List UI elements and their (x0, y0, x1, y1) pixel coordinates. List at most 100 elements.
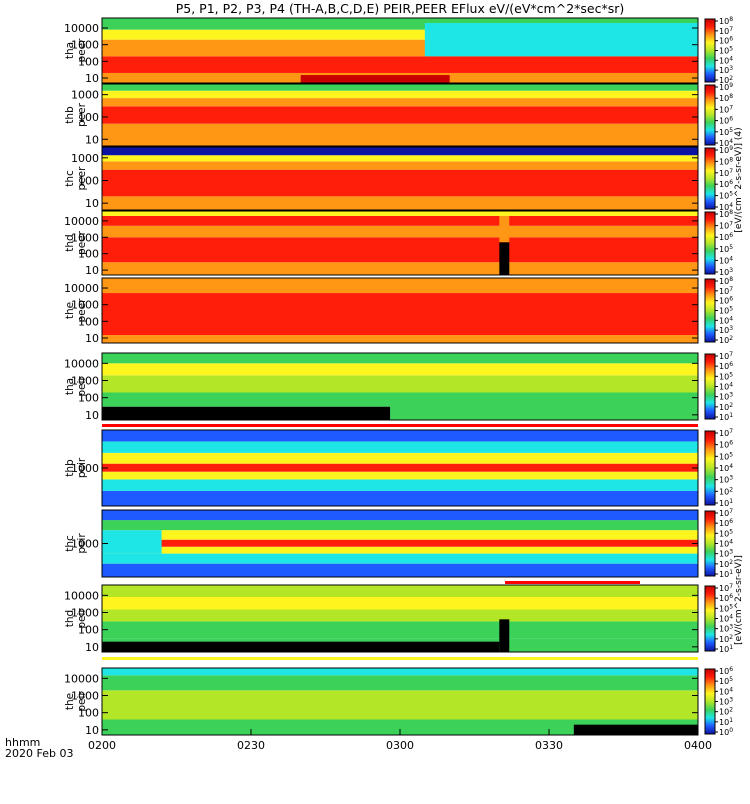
colorbar-tick-base: 10 (719, 476, 729, 485)
panel-frame (101, 146, 699, 211)
colorbar-tick-base: 10 (719, 403, 729, 412)
colorbar-tick-base: 10 (719, 635, 729, 644)
colorbar-tick-base: 10 (719, 708, 729, 717)
colorbar-tick-base: 10 (719, 287, 729, 296)
spectrogram-band (102, 215, 698, 226)
colorbar-tick-exponent: 8 (729, 276, 733, 283)
colorbar-tick-label: 102 (719, 335, 733, 345)
colorbar (704, 668, 716, 735)
colorbar-tick-exponent: 5 (729, 306, 733, 313)
colorbar-tick-label: 108 (719, 93, 733, 103)
panel-frame (101, 17, 699, 84)
spectrogram-band (102, 262, 698, 275)
colorbar-tick-exponent: 4 (729, 202, 733, 209)
y-tick-label: 100 (78, 392, 99, 405)
colorbar-tick-exponent: 4 (729, 138, 733, 145)
panel-ylabel-probe: the (64, 302, 76, 319)
colorbar-tick-label: 109 (719, 145, 733, 155)
spectrogram-band (102, 123, 698, 146)
colorbar-tick-exponent: 6 (729, 361, 733, 368)
colorbar-tick-base: 10 (719, 256, 729, 265)
colorbar-tick-label: 104 (719, 138, 733, 148)
spectrogram-feature (499, 619, 510, 652)
colorbar-tick-base: 10 (719, 47, 729, 56)
colorbar-tick-exponent: 4 (729, 539, 733, 546)
spectrogram-band (102, 106, 698, 124)
colorbar-tick-base: 10 (719, 316, 729, 325)
panel-ylabel-species: peir (76, 608, 88, 629)
panel-ylabel-probe: thb (64, 459, 76, 477)
colorbar-tick-base: 10 (719, 17, 729, 26)
panel-ylabel-species: peer (76, 166, 88, 191)
panel-frame (101, 352, 699, 421)
colorbar-tick-exponent: 4 (729, 315, 733, 322)
y-tick-label: 10000 (64, 357, 99, 370)
spectrogram-band (102, 363, 698, 376)
colorbar-tick-base: 10 (719, 667, 729, 676)
colorbar-tick-base: 10 (719, 452, 729, 461)
spectrogram-feature (300, 75, 450, 83)
colorbar-tick-base: 10 (719, 245, 729, 254)
panel-ylabel-species: peir (76, 533, 88, 554)
spectrogram-band (102, 98, 698, 107)
colorbar-tick-label: 102 (719, 559, 733, 569)
colorbar-tick-exponent: 8 (729, 93, 733, 100)
colorbar-tick-label: 104 (719, 614, 733, 624)
colorbar (704, 353, 716, 420)
colorbar-tick-base: 10 (719, 210, 729, 219)
chart-title: P5, P1, P2, P3, P4 (TH-A,B,C,D,E) PEIR,P… (176, 1, 625, 16)
colorbar-tick-exponent: 2 (729, 75, 733, 82)
colorbar-tick-base: 10 (719, 203, 729, 212)
spectrogram-band (102, 510, 698, 521)
y-tick-label: 10 (85, 72, 99, 85)
spectrogram-band (102, 621, 698, 639)
spectrogram-feature (390, 404, 698, 420)
colorbar-tick-base: 10 (719, 117, 729, 126)
colorbar-tick-exponent: 9 (729, 82, 733, 89)
colorbar-tick-base: 10 (719, 94, 729, 103)
spectrogram-band (102, 293, 698, 336)
spectrogram-band (102, 596, 698, 610)
colorbar-tick-exponent: 1 (729, 569, 733, 576)
colorbar-tick-exponent: 6 (729, 116, 733, 123)
colorbar-tick-label: 107 (719, 351, 733, 361)
spectrogram-band (102, 463, 698, 472)
y-tick-label: 1000 (71, 152, 99, 165)
colorbar-tick-label: 108 (719, 276, 733, 286)
spectrogram-band (102, 29, 698, 40)
colorbar-tick-exponent: 4 (729, 382, 733, 389)
colorbar-tick-label: 101 (719, 717, 733, 727)
panel-ylabel-probe: thb (64, 106, 76, 124)
spectrogram-band (102, 530, 698, 540)
colorbar-tick-base: 10 (719, 728, 729, 737)
colorbar-tick-base: 10 (719, 487, 729, 496)
colorbar-tick-exponent: 5 (729, 244, 733, 251)
spectrogram-feature (499, 242, 510, 275)
y-tick-label: 10000 (64, 22, 99, 35)
colorbar-side-label-upper: [eV/(cm^2-s-sr-eV)] (4) (734, 127, 744, 232)
x-tick-label: 0230 (237, 739, 265, 752)
colorbar-tick-label: 105 (719, 244, 733, 254)
colorbar-tick-base: 10 (719, 615, 729, 624)
colorbar-tick-base: 10 (719, 268, 729, 277)
colorbar-tick-base: 10 (719, 698, 729, 707)
colorbar-tick-base: 10 (719, 222, 729, 231)
colorbar-tick-label: 105 (719, 451, 733, 461)
spectrogram-band (102, 539, 698, 547)
colorbar-tick-base: 10 (719, 56, 729, 65)
colorbar-tick-exponent: 5 (729, 676, 733, 683)
colorbar-tick-label: 102 (719, 707, 733, 717)
colorbar-tick-label: 103 (719, 697, 733, 707)
colorbar-tick-exponent: 5 (729, 46, 733, 53)
colorbar-tick-exponent: 6 (729, 518, 733, 525)
colorbar-tick-exponent: 7 (729, 168, 733, 175)
spectrogram-band (102, 225, 698, 238)
colorbar-tick-label: 104 (719, 315, 733, 325)
colorbar-tick-exponent: 4 (729, 255, 733, 262)
colorbar-tick-exponent: 3 (729, 697, 733, 704)
colorbar-tick-label: 104 (719, 55, 733, 65)
